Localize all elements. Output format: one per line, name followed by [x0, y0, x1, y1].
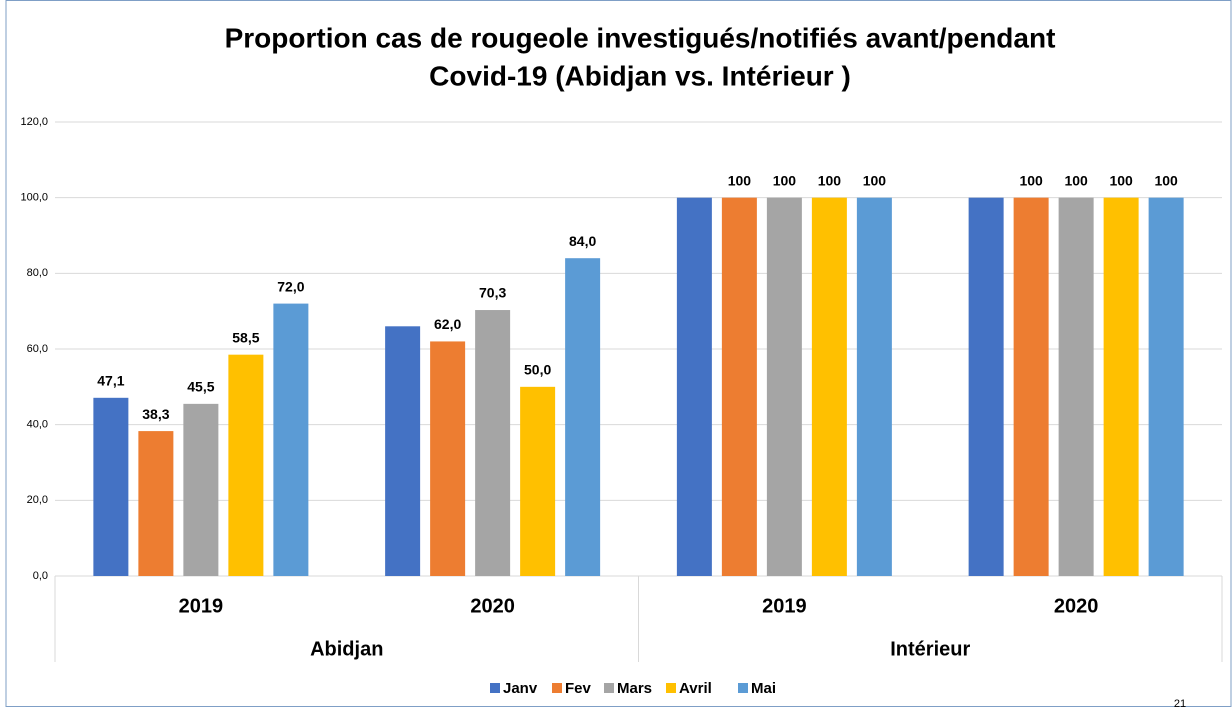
- bar: [475, 310, 511, 576]
- bar: [1013, 197, 1049, 576]
- group-label: Abidjan: [310, 638, 383, 660]
- data-label: 100: [773, 172, 797, 188]
- bar: [721, 197, 757, 576]
- data-label: 100: [863, 172, 887, 188]
- data-label: 100: [818, 172, 842, 188]
- legend-swatch: [738, 683, 748, 693]
- y-tick-label: 40,0: [27, 419, 48, 431]
- y-tick-label: 0,0: [33, 570, 48, 582]
- data-label: 45,5: [187, 379, 214, 395]
- legend-swatch: [666, 683, 676, 693]
- data-label: 47,1: [97, 373, 124, 389]
- x-tick-label: 2019: [179, 595, 224, 617]
- y-tick-label: 80,0: [27, 267, 48, 279]
- bar: [1103, 197, 1139, 576]
- y-tick-label: 60,0: [27, 343, 48, 355]
- bar: [676, 197, 712, 576]
- bar: [520, 386, 556, 576]
- data-label: 84,0: [569, 233, 596, 249]
- group-label: Intérieur: [890, 638, 970, 660]
- x-tick-label: 2020: [470, 595, 515, 617]
- bar: [1148, 197, 1184, 576]
- bar: [856, 197, 892, 576]
- bar: [183, 403, 219, 576]
- data-label: 62,0: [434, 316, 461, 332]
- x-tick-label: 2019: [762, 595, 807, 617]
- bar: [228, 354, 264, 576]
- bar: [93, 397, 129, 576]
- x-tick-label: 2020: [1054, 595, 1099, 617]
- data-label: 100: [1154, 172, 1178, 188]
- bar: [811, 197, 847, 576]
- y-tick-label: 20,0: [27, 494, 48, 506]
- data-label: 50,0: [524, 362, 551, 378]
- legend-label: Mai: [751, 680, 776, 697]
- legend-swatch: [490, 683, 500, 693]
- y-tick-label: 100,0: [20, 192, 48, 204]
- bar: [968, 197, 1004, 576]
- data-label: 72,0: [277, 278, 304, 294]
- legend-swatch: [604, 683, 614, 693]
- page-number: 21: [1174, 698, 1186, 707]
- data-label: 100: [728, 172, 752, 188]
- bar: [430, 341, 466, 576]
- bar: [565, 258, 601, 576]
- chart-title: Covid-19 (Abidjan vs. Intérieur ): [429, 60, 851, 91]
- data-label: 100: [1064, 172, 1088, 188]
- legend-label: Mars: [617, 680, 652, 697]
- bar: [1058, 197, 1094, 576]
- data-label: 100: [1109, 172, 1133, 188]
- legend-label: Fev: [565, 680, 592, 697]
- data-label: 38,3: [142, 406, 169, 422]
- bar: [138, 431, 174, 576]
- bar: [766, 197, 802, 576]
- data-label: 70,3: [479, 285, 506, 301]
- data-label: 58,5: [232, 329, 259, 345]
- chart-title: Proportion cas de rougeole investigués/n…: [225, 22, 1056, 53]
- y-tick-label: 120,0: [20, 116, 48, 128]
- data-label: 100: [1019, 172, 1043, 188]
- legend-label: Avril: [679, 680, 712, 697]
- bar: [385, 326, 421, 576]
- legend-label: Janv: [503, 680, 538, 697]
- legend-swatch: [552, 683, 562, 693]
- bar: [273, 303, 309, 576]
